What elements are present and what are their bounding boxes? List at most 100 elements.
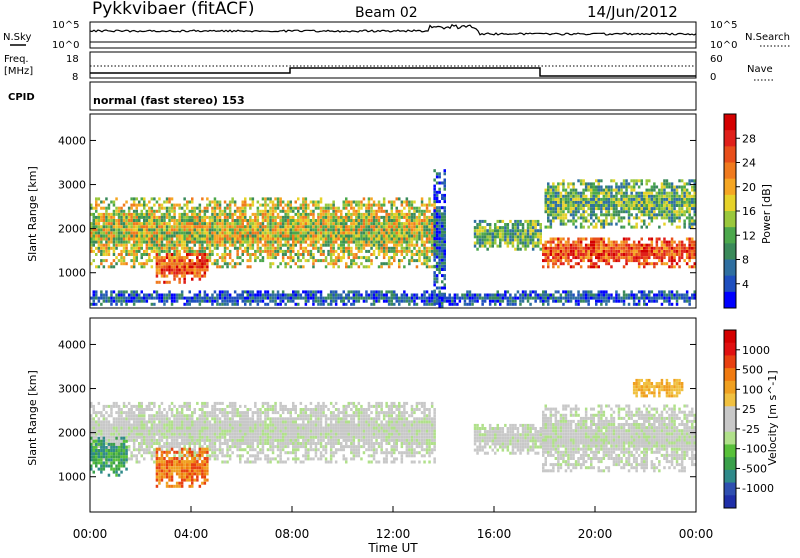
- echo-cell: [176, 231, 179, 234]
- echo-cell: [297, 210, 300, 213]
- echo-cell: [577, 250, 580, 253]
- echo-cell: [678, 241, 681, 244]
- echo-cell: [171, 303, 174, 306]
- echo-cell: [236, 253, 239, 256]
- echo-cell: [436, 262, 439, 265]
- echo-cell: [269, 219, 272, 222]
- echo-cell: [651, 216, 654, 219]
- echo-cell: [590, 204, 593, 207]
- echo-cell: [580, 179, 583, 182]
- echo-cell: [380, 222, 383, 225]
- echo-cell: [360, 235, 363, 238]
- echo-cell: [171, 300, 174, 303]
- echo-cell: [337, 207, 340, 210]
- echo-cell: [365, 259, 368, 262]
- echo-cell: [595, 250, 598, 253]
- echo-cell: [421, 204, 424, 207]
- echo-cell: [120, 207, 123, 210]
- echo-cell: [396, 247, 399, 250]
- echo-cell: [360, 225, 363, 228]
- echo-cell: [290, 216, 293, 219]
- echo-cell: [671, 262, 674, 265]
- echo-cell: [481, 232, 484, 235]
- echo-cell: [643, 220, 646, 223]
- echo-cell: [322, 213, 325, 216]
- echo-cell: [444, 194, 447, 197]
- echo-cell: [136, 219, 139, 222]
- echo-cell: [620, 189, 623, 192]
- echo-cell: [143, 228, 146, 231]
- echo-cell: [335, 259, 338, 262]
- echo-cell: [148, 244, 151, 247]
- echo-cell: [635, 250, 638, 253]
- echo-cell: [572, 195, 575, 198]
- echo-cell: [123, 290, 126, 293]
- echo-cell: [287, 300, 290, 303]
- echo-cell: [560, 250, 563, 253]
- echo-cell: [211, 228, 214, 231]
- echo-cell: [385, 238, 388, 241]
- echo-cell: [479, 226, 482, 229]
- echo-cell: [264, 244, 267, 247]
- sky-tick-bottom: 10^0: [52, 40, 79, 51]
- echo-cell: [683, 297, 686, 300]
- echo-cell: [340, 228, 343, 231]
- echo-cell: [671, 244, 674, 247]
- echo-cell: [403, 241, 406, 244]
- echo-cell: [239, 235, 242, 238]
- echo-cell: [189, 216, 192, 219]
- echo-cell: [635, 247, 638, 250]
- echo-cell: [587, 226, 590, 229]
- echo-cell: [226, 219, 229, 222]
- echo-cell: [292, 250, 295, 253]
- echo-cell: [527, 300, 530, 303]
- echo-cell: [242, 216, 245, 219]
- echo-cell: [297, 222, 300, 225]
- echo-cell: [590, 241, 593, 244]
- echo-cell: [252, 247, 255, 250]
- echo-cell: [199, 241, 202, 244]
- echo-cell: [143, 294, 146, 297]
- echo-cell: [181, 238, 184, 241]
- echo-cell: [552, 294, 555, 297]
- echo-cell: [600, 186, 603, 189]
- echo-cell: [196, 256, 199, 259]
- echo-cell: [332, 225, 335, 228]
- echo-cell: [211, 253, 214, 256]
- echo-cell: [368, 228, 371, 231]
- echo-cell: [499, 303, 502, 306]
- echo-cell: [691, 216, 694, 219]
- echo-cell: [216, 262, 219, 265]
- echo-cell: [204, 290, 207, 293]
- echo-cell: [593, 192, 596, 195]
- echo-cell: [375, 300, 378, 303]
- echo-cell: [148, 225, 151, 228]
- echo-cell: [363, 228, 366, 231]
- echo-cell: [436, 265, 439, 268]
- echo-cell: [529, 220, 532, 223]
- echo-cell: [582, 247, 585, 250]
- echo-cell: [663, 238, 666, 241]
- echo-cell: [317, 204, 320, 207]
- echo-cell: [156, 262, 159, 265]
- echo-cell: [234, 290, 237, 293]
- echo-cell: [115, 213, 118, 216]
- echo-cell: [176, 244, 179, 247]
- echo-cell: [507, 223, 510, 226]
- echo-cell: [115, 219, 118, 222]
- echo-cell: [327, 222, 330, 225]
- echo-cell: [522, 300, 525, 303]
- echo-cell: [550, 253, 553, 256]
- echo-cell: [555, 253, 558, 256]
- echo-cell: [156, 201, 159, 204]
- echo-cell: [555, 290, 558, 293]
- echo-cell: [98, 250, 101, 253]
- echo-cell: [178, 238, 181, 241]
- echo-cell: [181, 265, 184, 268]
- echo-cell: [633, 198, 636, 201]
- echo-cell: [676, 226, 679, 229]
- echo-cell: [411, 225, 414, 228]
- echo-cell: [345, 204, 348, 207]
- echo-cell: [688, 297, 691, 300]
- echo-cell: [486, 294, 489, 297]
